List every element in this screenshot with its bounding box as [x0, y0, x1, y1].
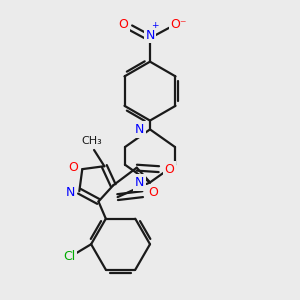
Text: Cl: Cl	[63, 250, 75, 263]
Text: O: O	[118, 18, 128, 32]
Text: O: O	[148, 186, 158, 199]
Text: +: +	[152, 21, 159, 30]
Text: N: N	[145, 29, 155, 42]
Text: N: N	[135, 123, 144, 136]
Text: N: N	[66, 186, 75, 199]
Text: O: O	[164, 163, 174, 176]
Text: O: O	[68, 161, 78, 174]
Text: O⁻: O⁻	[170, 18, 187, 32]
Text: CH₃: CH₃	[81, 136, 102, 146]
Text: N: N	[135, 176, 144, 189]
